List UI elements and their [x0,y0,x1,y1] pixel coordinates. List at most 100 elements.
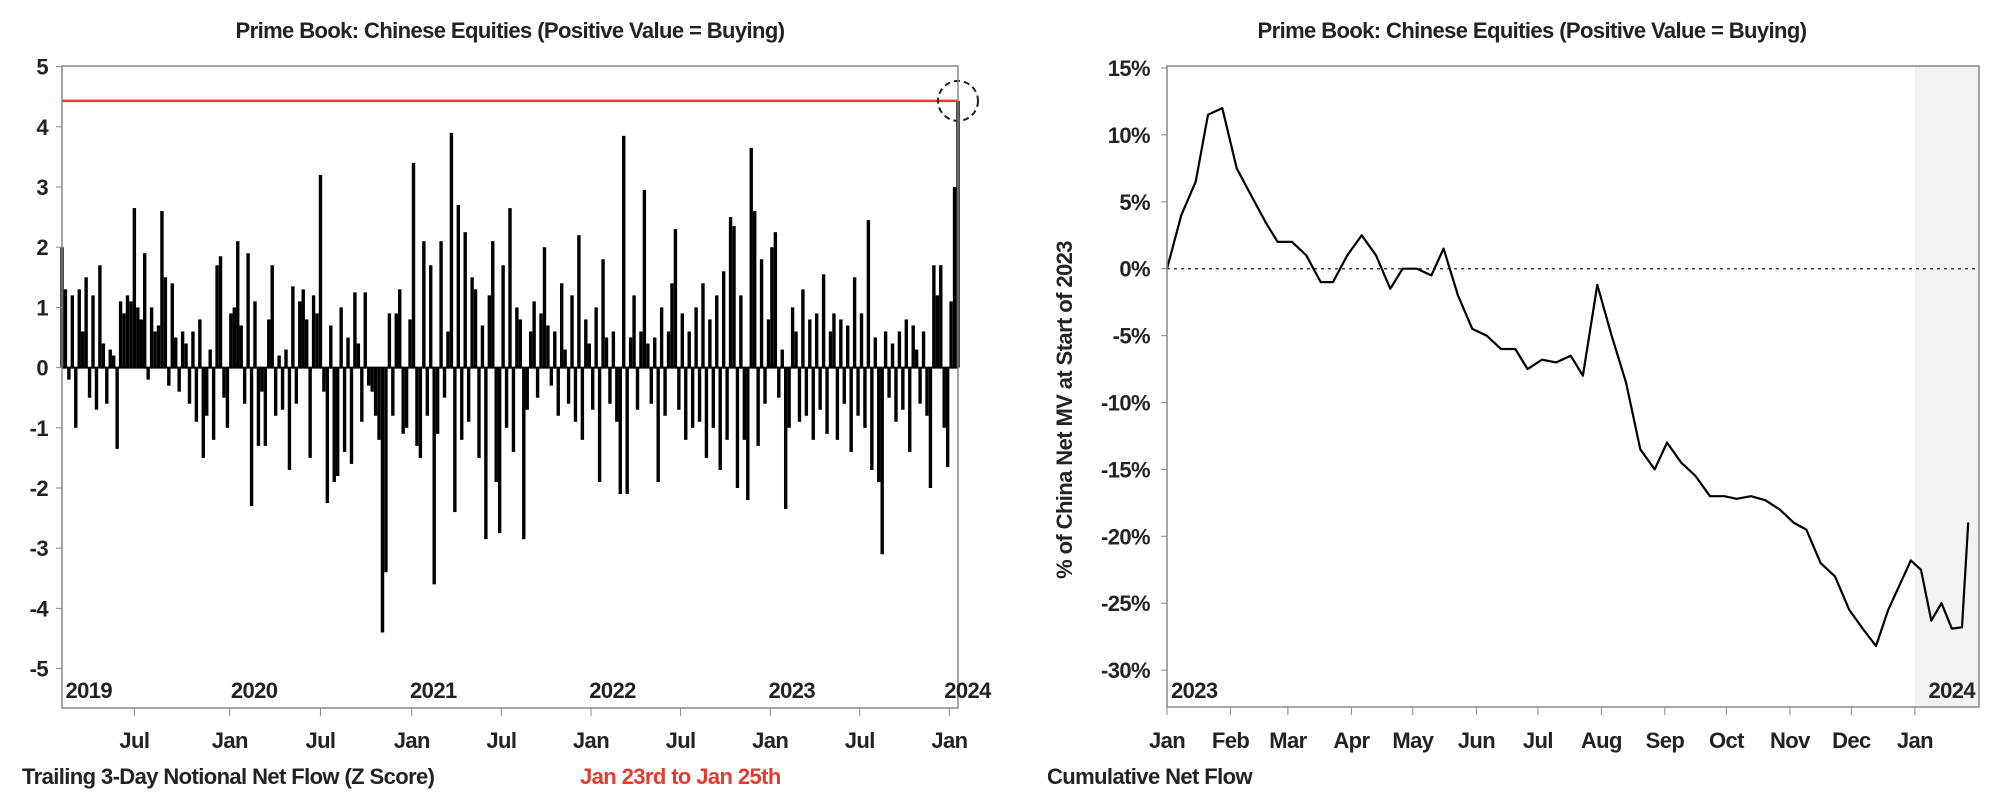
flow-bar [866,220,871,368]
flow-bar [194,367,199,422]
flow-bar [501,265,505,368]
flow-bar [105,367,109,404]
flow-bar [856,367,860,416]
flow-bar [367,367,371,386]
y-tick-label: 0% [1119,257,1150,282]
flow-bar [304,319,309,368]
x-tick-label: Jul [1523,728,1553,753]
flow-bar [156,325,161,368]
flow-bar [432,367,436,585]
flow-bar [80,331,85,368]
flow-bar [684,367,688,440]
line-point [1526,368,1529,370]
flow-bar [759,259,764,368]
flow-bar [939,265,943,368]
flow-bar [101,343,106,368]
flow-bar [466,367,471,422]
flow-bar [825,367,829,434]
flow-bar [604,337,609,368]
flow-bar [811,367,815,440]
flow-bar [494,367,498,482]
left-chart-title: Prime Book: Chinese Equities (Positive V… [236,18,785,43]
flow-bar [532,301,536,368]
line-point [1346,254,1349,257]
flow-bar [149,307,154,368]
flow-bar [728,217,733,368]
flow-bar [380,367,385,633]
flow-bar [756,367,760,446]
x-tick-label: Oct [1709,728,1745,753]
line-point [1723,495,1726,497]
flow-bar [118,301,123,368]
flow-bar [497,367,502,534]
year-label: 2022 [589,678,636,703]
flow-bar [839,319,843,368]
flow-bar [632,295,636,368]
flow-bar [339,307,343,368]
flow-bar [487,295,492,368]
flow-bar [739,295,743,368]
line-point [1221,107,1224,109]
line-point [1750,495,1752,497]
x-tick-label: Jul [119,728,149,753]
flow-bar [384,367,388,573]
y-tick-label: 15% [1108,56,1150,81]
flow-bar [139,319,143,368]
flow-bar [146,367,150,380]
right-chart: Prime Book: Chinese Equities (Positive V… [1047,18,1980,789]
x-tick-label: Jan [752,728,788,753]
x-tick-label: Jul [845,728,875,753]
flow-bar [111,355,116,368]
flow-bar [294,367,299,404]
flow-bar [515,307,519,368]
y-tick-label: 5% [1119,190,1150,215]
flow-bar [425,367,429,416]
x-tick-label: Jan [573,728,609,753]
line-point [1332,281,1334,283]
flow-bar [504,367,509,428]
flow-bar [298,301,302,368]
flow-bar [535,367,540,398]
flow-bar [208,349,212,368]
line-point [1653,468,1656,471]
x-tick-label: Jan [1149,728,1185,753]
line-point [1442,247,1445,250]
flow-bar [67,367,71,380]
flow-bar [577,235,581,368]
flow-bar [777,367,781,398]
line-point [1899,582,1902,584]
flow-bar [859,313,864,368]
flow-bar [442,367,447,398]
shaded-2024-region [1914,66,1979,707]
flow-bar [573,367,578,422]
flow-bar [122,313,126,368]
flow-bar [594,307,598,368]
flow-bar [697,367,702,422]
x-tick-label: Nov [1770,728,1811,753]
flow-bar [363,292,367,368]
flow-bar [828,331,833,368]
line-point [1582,374,1584,377]
flow-bar [63,289,68,368]
line-point [1887,609,1890,611]
flow-bar [74,367,78,428]
line-point [1471,328,1474,330]
flow-bar [115,367,119,449]
y-tick-label: 3 [36,175,48,200]
flow-bar [611,331,616,368]
flow-bar [677,367,681,410]
flow-bar [528,331,533,368]
y-tick-label: 2 [36,235,48,260]
flow-bar [456,205,461,368]
flow-bar [360,367,364,422]
flow-bar [670,283,674,368]
flow-bar [201,367,205,458]
x-tick-label: Jul [305,728,335,753]
flow-bar [477,367,481,458]
flow-bar [411,162,416,368]
flow-bar [98,265,102,368]
flow-bar [549,367,554,386]
left-y-ticks: 5 4 3 2 1 0 -1 -2 -3 -4 -5 [30,55,62,682]
flow-bar [163,277,168,368]
